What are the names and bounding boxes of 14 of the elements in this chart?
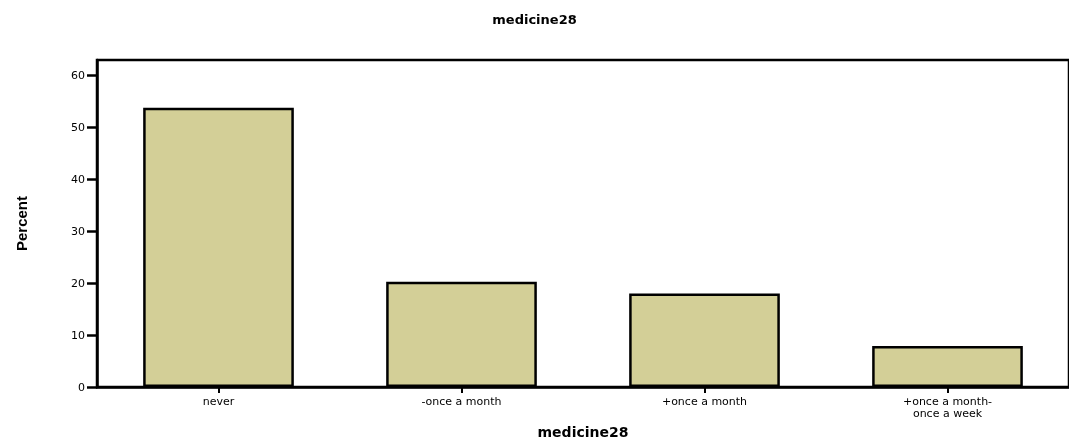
y-tick-label: 50 bbox=[71, 120, 85, 134]
y-tick-label: 10 bbox=[71, 328, 85, 342]
x-tick-label: +once a month bbox=[661, 394, 748, 408]
x-tick-label: +once a month- once a week bbox=[902, 394, 993, 420]
y-tick-label: 0 bbox=[78, 380, 85, 394]
y-tick-label: 60 bbox=[71, 69, 85, 83]
x-axis-title: medicine28 bbox=[537, 424, 629, 440]
y-tick-label: 20 bbox=[71, 276, 85, 290]
y-tick-label: 30 bbox=[71, 224, 85, 238]
y-axis-title: Percent bbox=[13, 195, 30, 252]
x-tick-label: -once a month bbox=[421, 394, 502, 408]
x-tick-label: never bbox=[202, 394, 235, 408]
y-tick-label: 40 bbox=[71, 172, 85, 186]
chart-title: medicine28 bbox=[492, 12, 577, 27]
